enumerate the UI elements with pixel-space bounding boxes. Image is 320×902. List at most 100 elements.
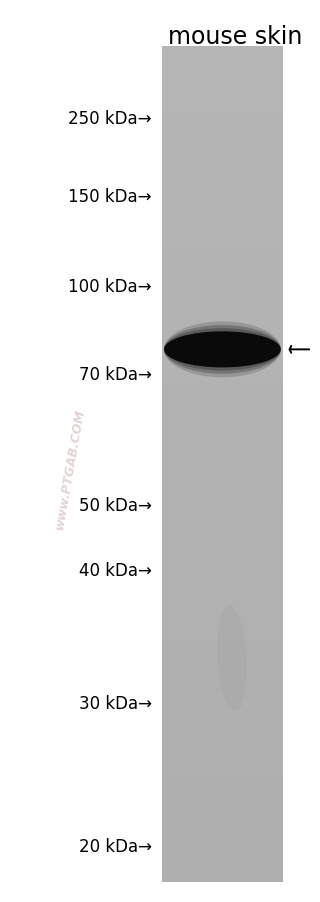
Bar xyxy=(162,824,283,832)
Bar xyxy=(162,290,283,298)
Bar xyxy=(162,298,283,306)
Bar xyxy=(162,131,283,139)
Bar xyxy=(162,615,283,623)
Text: 150 kDa→: 150 kDa→ xyxy=(68,188,152,206)
Text: mouse skin: mouse skin xyxy=(168,25,302,50)
Bar xyxy=(162,155,283,164)
Bar xyxy=(162,631,283,640)
Bar xyxy=(162,122,283,131)
Bar xyxy=(162,390,283,398)
Bar xyxy=(162,482,283,490)
Bar xyxy=(162,272,283,281)
Bar xyxy=(162,423,283,431)
Bar xyxy=(162,557,283,565)
Bar xyxy=(162,281,283,290)
Bar xyxy=(162,47,283,882)
Bar xyxy=(162,64,283,72)
Bar xyxy=(162,765,283,774)
Bar xyxy=(162,741,283,749)
Bar xyxy=(162,707,283,715)
Text: 250 kDa→: 250 kDa→ xyxy=(68,110,152,128)
Bar xyxy=(162,231,283,239)
Bar xyxy=(162,548,283,557)
Bar xyxy=(162,815,283,824)
Bar xyxy=(162,456,283,465)
Text: 30 kDa→: 30 kDa→ xyxy=(79,695,152,713)
Bar xyxy=(162,715,283,723)
Bar xyxy=(162,865,283,874)
Bar xyxy=(162,874,283,882)
Text: 40 kDa→: 40 kDa→ xyxy=(79,561,152,579)
Bar xyxy=(162,623,283,631)
Bar xyxy=(162,807,283,815)
Text: 50 kDa→: 50 kDa→ xyxy=(79,496,152,514)
Bar xyxy=(162,790,283,798)
Bar xyxy=(162,439,283,447)
Bar xyxy=(162,264,283,272)
Text: 100 kDa→: 100 kDa→ xyxy=(68,278,152,296)
Bar xyxy=(162,774,283,782)
Bar xyxy=(162,657,283,665)
Bar xyxy=(162,364,283,373)
Bar xyxy=(162,198,283,206)
Bar xyxy=(162,398,283,406)
Bar xyxy=(162,506,283,515)
Bar xyxy=(162,682,283,690)
Bar xyxy=(162,247,283,256)
Bar xyxy=(162,214,283,222)
Bar xyxy=(162,180,283,189)
Bar xyxy=(162,147,283,155)
Bar xyxy=(162,339,283,347)
Bar xyxy=(162,649,283,657)
Bar xyxy=(162,531,283,539)
Bar xyxy=(162,590,283,598)
Bar xyxy=(162,698,283,707)
Bar xyxy=(162,690,283,698)
Bar xyxy=(162,106,283,114)
Bar xyxy=(162,498,283,506)
Bar xyxy=(162,323,283,331)
Bar xyxy=(162,798,283,807)
Bar xyxy=(162,465,283,473)
Bar xyxy=(162,565,283,573)
Bar xyxy=(162,665,283,673)
Bar xyxy=(162,582,283,590)
Text: 70 kDa→: 70 kDa→ xyxy=(79,365,152,383)
Bar xyxy=(162,490,283,498)
Bar xyxy=(162,55,283,64)
Bar xyxy=(162,573,283,582)
Bar xyxy=(162,239,283,247)
Bar xyxy=(162,832,283,841)
Bar xyxy=(162,331,283,339)
Bar xyxy=(162,164,283,172)
Bar xyxy=(162,447,283,456)
Bar xyxy=(162,598,283,606)
Bar xyxy=(162,782,283,790)
Ellipse shape xyxy=(164,322,281,378)
Bar xyxy=(162,606,283,615)
Bar xyxy=(162,314,283,323)
Bar xyxy=(162,256,283,264)
Bar xyxy=(162,473,283,482)
Bar xyxy=(162,373,283,381)
Bar xyxy=(162,381,283,390)
Ellipse shape xyxy=(164,326,281,374)
Bar xyxy=(162,757,283,765)
Bar xyxy=(162,72,283,80)
Bar xyxy=(162,431,283,439)
Bar xyxy=(162,356,283,364)
Bar xyxy=(162,47,283,55)
Bar xyxy=(162,88,283,97)
Bar xyxy=(162,139,283,147)
Bar xyxy=(162,347,283,356)
Bar xyxy=(162,723,283,732)
Bar xyxy=(162,97,283,106)
Ellipse shape xyxy=(164,328,281,372)
Text: www.PTGAB.COM: www.PTGAB.COM xyxy=(53,408,87,530)
Bar xyxy=(162,406,283,414)
Bar xyxy=(162,841,283,849)
Bar xyxy=(162,749,283,757)
Bar xyxy=(162,673,283,682)
Bar xyxy=(162,640,283,649)
Bar xyxy=(162,189,283,198)
